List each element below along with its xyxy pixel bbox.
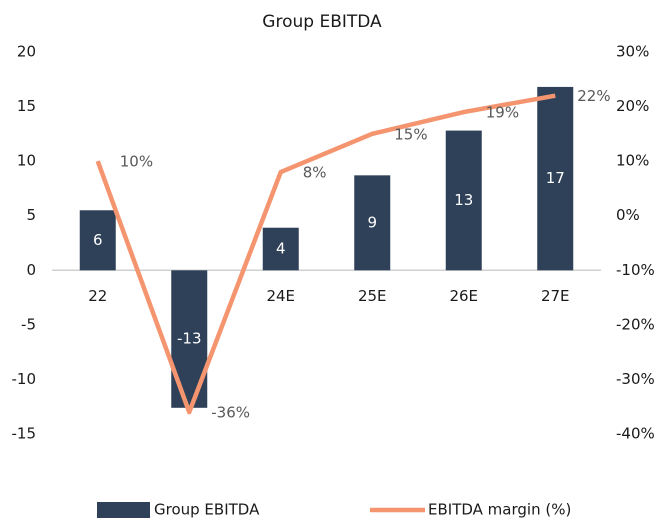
y2-tick-label: 20% [616, 97, 649, 115]
bar-label: -13 [177, 330, 202, 348]
y2-tick-label: -10% [616, 261, 655, 279]
legend-label: Group EBITDA [154, 501, 260, 519]
bar [537, 86, 574, 271]
y-tick-label: -10 [12, 370, 37, 388]
line-label: 19% [486, 104, 519, 122]
line [95, 93, 556, 415]
x-tick-label: 26E [449, 287, 478, 305]
line-label: 10% [120, 153, 153, 171]
bar-label: 13 [454, 191, 473, 209]
y-tick-label: 15 [17, 97, 36, 115]
y2-tick-label: -40% [616, 425, 655, 443]
bar-label: 17 [546, 169, 565, 187]
line-label: 8% [303, 164, 327, 182]
x-tick-label: 25E [358, 287, 387, 305]
x-tick-label: 24E [266, 287, 295, 305]
y-tick-label: -5 [21, 315, 36, 333]
legend-label: EBITDA margin (%) [428, 501, 571, 519]
y-tick-label: 5 [26, 206, 36, 224]
y-tick-label: 10 [17, 152, 36, 170]
line-label: -36% [211, 404, 250, 422]
bar [79, 210, 116, 271]
y-tick-label: 20 [17, 43, 36, 61]
bar-label: 6 [93, 231, 103, 249]
bar-label: 4 [276, 240, 286, 258]
y-tick-label: 0 [26, 261, 36, 279]
y2-tick-label: -30% [616, 370, 655, 388]
y2-tick-label: 30% [616, 43, 649, 61]
y2-tick-label: 0% [616, 206, 640, 224]
chart-title: Group EBITDA [262, 12, 382, 32]
line-label: 15% [394, 125, 427, 143]
y2-tick-label: 10% [616, 152, 649, 170]
legend-swatch [97, 502, 150, 518]
bar [262, 227, 299, 271]
y2-tick-label: -20% [616, 315, 655, 333]
bar [354, 175, 391, 271]
bar [445, 130, 482, 271]
x-tick-label: 27E [541, 287, 570, 305]
y-tick-label: -15 [12, 425, 37, 443]
line-label: 22% [577, 87, 610, 105]
x-tick-label: 22 [88, 287, 107, 305]
bar-label: 9 [367, 213, 377, 231]
